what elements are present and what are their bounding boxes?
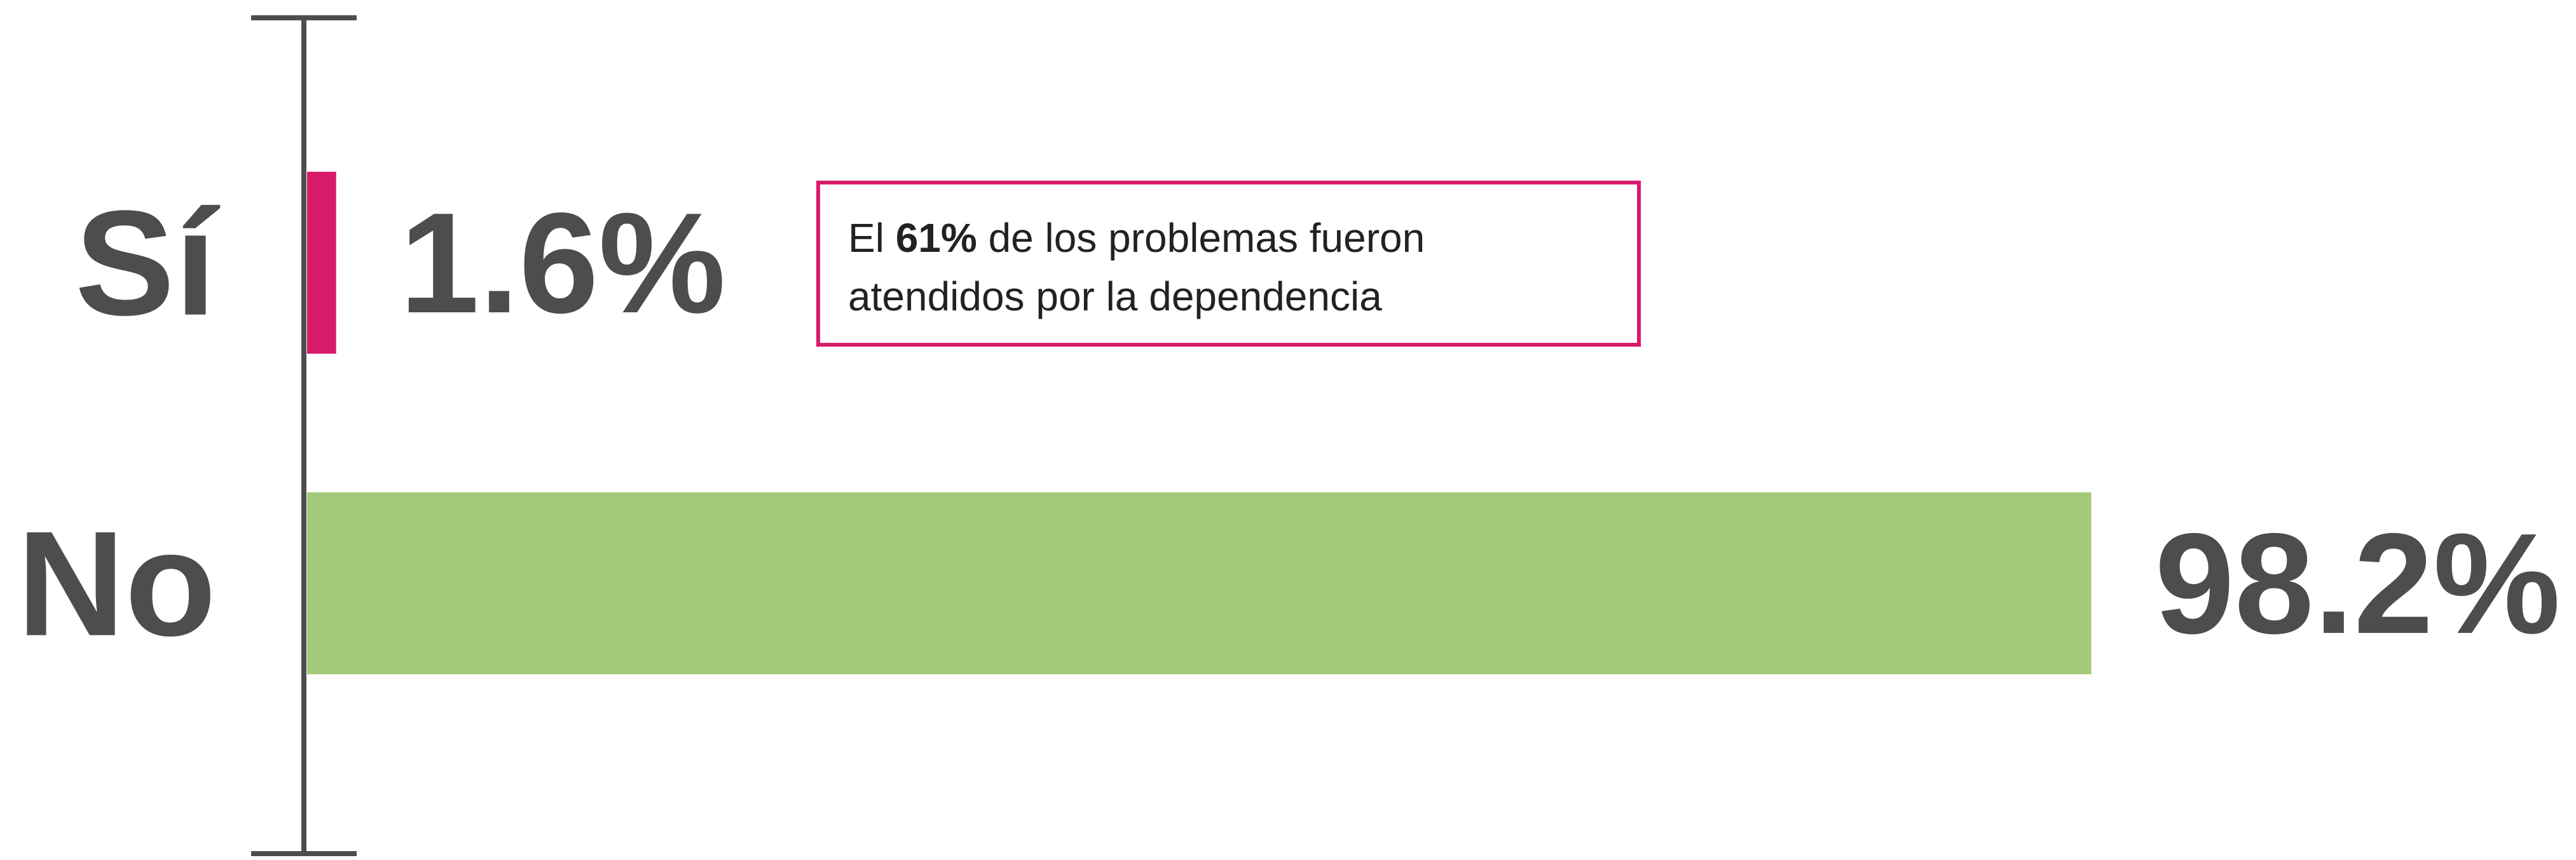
value-label: 1.6%	[400, 183, 726, 343]
value-label: 98.2%	[2155, 503, 2561, 663]
annotation-text: El	[848, 215, 896, 261]
bar	[307, 492, 2092, 674]
annotation: El 61% de los problemas fueron atendidos…	[848, 209, 1566, 326]
category-label: No	[17, 500, 216, 667]
annotation-emphasis: 61%	[895, 215, 977, 261]
annotation-box: El 61% de los problemas fueron atendidos…	[816, 181, 1641, 347]
category-label: Sí	[75, 179, 221, 347]
bar	[307, 172, 336, 354]
annotation-text: de los problemas fueron atendidos por la…	[848, 215, 1425, 319]
